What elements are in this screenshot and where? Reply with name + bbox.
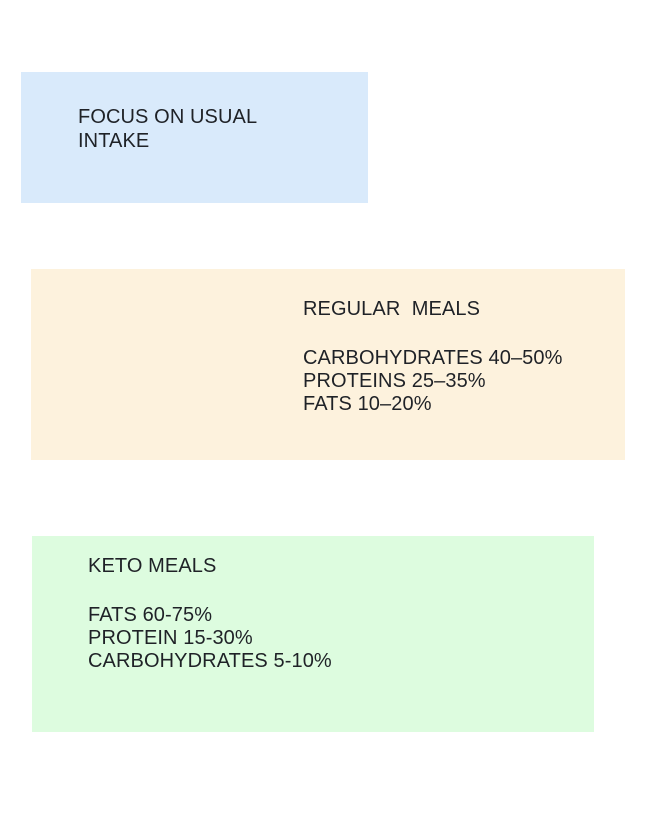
regular-meals-proteins-line: PROTEINS 25–35%: [303, 370, 486, 392]
keto-meals-card: KETO MEALS FATS 60-75% PROTEIN 15-30% CA…: [32, 536, 594, 732]
regular-meals-macros: CARBOHYDRATES 40–50% PROTEINS 25–35% FAT…: [303, 347, 625, 416]
regular-meals-title: REGULAR MEALS: [303, 298, 481, 320]
regular-meals-card: REGULAR MEALS CARBOHYDRATES 40–50% PROTE…: [31, 269, 625, 460]
keto-meals-fats-line: FATS 60-75%: [88, 604, 213, 626]
focus-intake-title: FOCUS ON USUAL INTAKE: [78, 106, 258, 152]
keto-meals-macros: FATS 60-75% PROTEIN 15-30% CARBOHYDRATES…: [88, 604, 594, 673]
keto-meals-title: KETO MEALS: [88, 555, 217, 577]
keto-meals-protein-line: PROTEIN 15-30%: [88, 627, 253, 649]
focus-intake-card: FOCUS ON USUAL INTAKE: [21, 72, 368, 203]
regular-meals-fats-line: FATS 10–20%: [303, 393, 432, 415]
regular-meals-carbs-line: CARBOHYDRATES 40–50%: [303, 347, 563, 369]
keto-meals-carbs-line: CARBOHYDRATES 5-10%: [88, 650, 332, 672]
